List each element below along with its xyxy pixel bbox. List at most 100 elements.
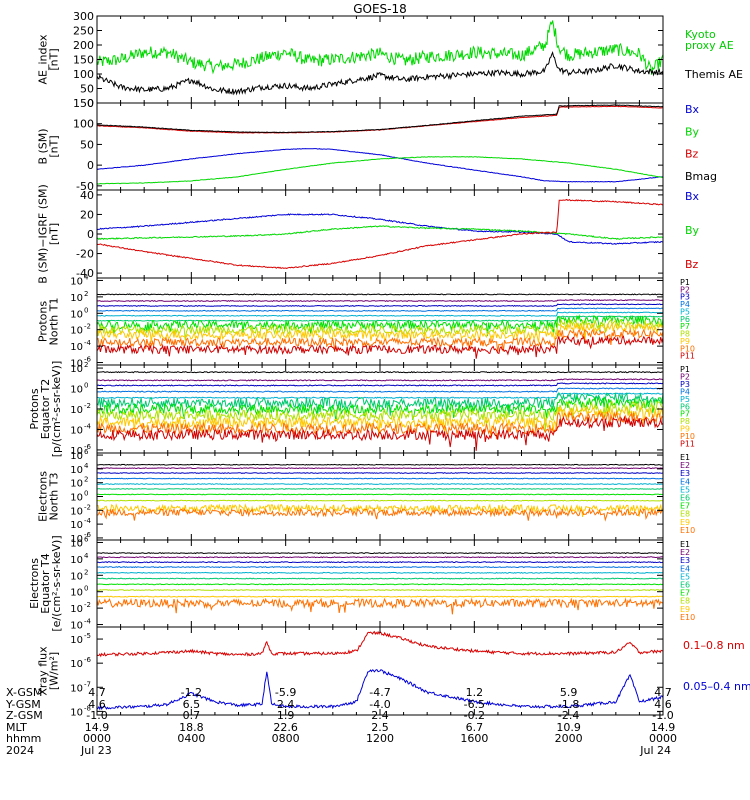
y-tick-exponent: -4 [84, 422, 92, 430]
footer-value: -5.9 [275, 686, 296, 699]
y-tick-exponent: 0 [84, 306, 88, 314]
y-axis-label-line: [W/m²] [48, 652, 61, 690]
panel-bsm: -50 0 50 100 150 B (SM)[nT] Bx By Bz Bmag [37, 97, 718, 193]
y-axis-label-line: [e/(cm²-s-sr-keV)] [50, 535, 63, 631]
footer-value: 2.5 [371, 721, 389, 734]
y-axis-label-line: Xray flux [37, 646, 50, 696]
series-e5 [97, 483, 663, 485]
legend-entry: E5 [680, 572, 690, 581]
y-tick-label: 10 [70, 707, 83, 718]
footer-value: -1.8 [558, 698, 579, 711]
y-tick-label: 10 [70, 385, 83, 396]
legend-entry: E2 [680, 548, 690, 557]
ephemeris-footer: X-GSMY-GSMZ-GSMMLThhmm20244.74.6-1.014.9… [5, 686, 677, 757]
legend-entry: P10 [680, 432, 695, 441]
y-axis-label-line: B (SM) [37, 128, 50, 164]
footer-value: -0.2 [464, 709, 485, 722]
footer-row-label: Z-GSM [6, 709, 43, 722]
y-tick-exponent: -4 [84, 618, 92, 626]
y-tick-label: 10 [70, 683, 83, 694]
legend-entry: E4 [680, 564, 690, 573]
footer-value: 4.6 [88, 698, 106, 711]
y-tick-label: 10 [70, 571, 83, 582]
panel-frame [96, 15, 664, 104]
legend-entry: By [685, 125, 700, 138]
panel-bdelta: -40 -20 0 20 40 B (SM)−IGRF (SM)[nT] Bx By Bz [37, 184, 700, 284]
y-axis-label-line: North T1 [48, 298, 61, 346]
series-p11 [97, 415, 663, 451]
legend: Bx By Bz [685, 190, 700, 271]
footer-value: 4.7 [88, 686, 106, 699]
y-tick-label: 10 [70, 506, 83, 517]
y-tick-exponent: -4 [84, 339, 92, 347]
y-tick-label: 10 [70, 405, 83, 416]
legend-entry: E8 [680, 510, 690, 519]
legend-entry: E4 [680, 477, 690, 486]
footer-row-label: MLT [6, 721, 27, 734]
series-e1 [97, 463, 663, 466]
y-axis-label-line: Electrons [37, 471, 50, 522]
legend-entry: P10 [680, 344, 695, 353]
y-tick-label: 100 [73, 68, 94, 81]
y-tick-label: 10 [70, 538, 83, 549]
series-e5 [97, 571, 663, 574]
y-axis-label: Xray flux[W/m²] [37, 646, 61, 696]
plot-title: GOES-18 [353, 2, 407, 16]
series-p5 [97, 392, 663, 399]
series-bz [97, 105, 663, 134]
y-tick-label: 0 [87, 159, 94, 172]
legend-entry: Themis AE [684, 68, 743, 81]
legend-entry: Bz [685, 258, 699, 271]
y-tick-exponent: -2 [84, 503, 91, 511]
y-tick-exponent: 0 [84, 382, 88, 390]
y-tick-label: 0 [87, 97, 94, 110]
y-tick-exponent: 4 [84, 552, 89, 560]
legend-entry: P3 [680, 380, 690, 389]
series-p2 [97, 299, 663, 303]
legend-entry: E8 [680, 597, 690, 606]
series-e10 [97, 597, 663, 615]
series-p1 [97, 371, 663, 374]
footer-value: 5.9 [560, 686, 578, 699]
y-axis-label-line: Protons [37, 301, 50, 342]
y-tick-label: 10 [70, 359, 83, 370]
y-tick-label: 250 [73, 25, 94, 38]
series-e6 [97, 577, 663, 580]
series-by [97, 225, 663, 241]
y-tick-exponent: 2 [84, 361, 88, 369]
y-tick-exponent: -2 [84, 601, 91, 609]
y-tick-label: 10 [70, 451, 83, 462]
series-p10 [97, 328, 663, 353]
plot-area [97, 104, 663, 185]
series-e2 [97, 556, 663, 559]
series-by [97, 156, 663, 185]
legend-entry: E3 [680, 556, 690, 565]
legend-entry: By [685, 224, 700, 237]
legend-entry: E10 [680, 613, 695, 622]
footer-value: 1.9 [277, 709, 295, 722]
y-tick-exponent: 6 [84, 448, 89, 456]
series-p3 [97, 303, 663, 307]
footer-value: 6.7 [466, 721, 484, 734]
y-tick-label: 150 [73, 54, 94, 67]
legend-entry: P1 [680, 278, 690, 287]
plot-area [97, 20, 663, 96]
footer-row-label: 2024 [6, 744, 34, 757]
y-tick-label: -40 [76, 267, 94, 280]
series-0-1-0-8-nm [97, 630, 663, 658]
legend-entry: E9 [680, 518, 690, 527]
footer-value: Jul 24 [639, 744, 671, 757]
footer-value: -1.0 [652, 709, 673, 722]
y-axis-label-line: [p/(cm²-s-sr-keV)] [50, 361, 63, 458]
series-p5 [97, 311, 663, 317]
y-tick-exponent: -6 [84, 443, 92, 451]
y-axis-label-line: B (SM)−IGRF (SM) [37, 184, 50, 284]
legend-entry: E6 [680, 494, 690, 503]
series-e8 [97, 499, 663, 502]
series-bmag [97, 104, 663, 134]
y-axis-label: ProtonsEquator T2[p/(cm²-s-sr-keV)] [28, 361, 63, 458]
footer-value: -4.0 [369, 698, 390, 711]
